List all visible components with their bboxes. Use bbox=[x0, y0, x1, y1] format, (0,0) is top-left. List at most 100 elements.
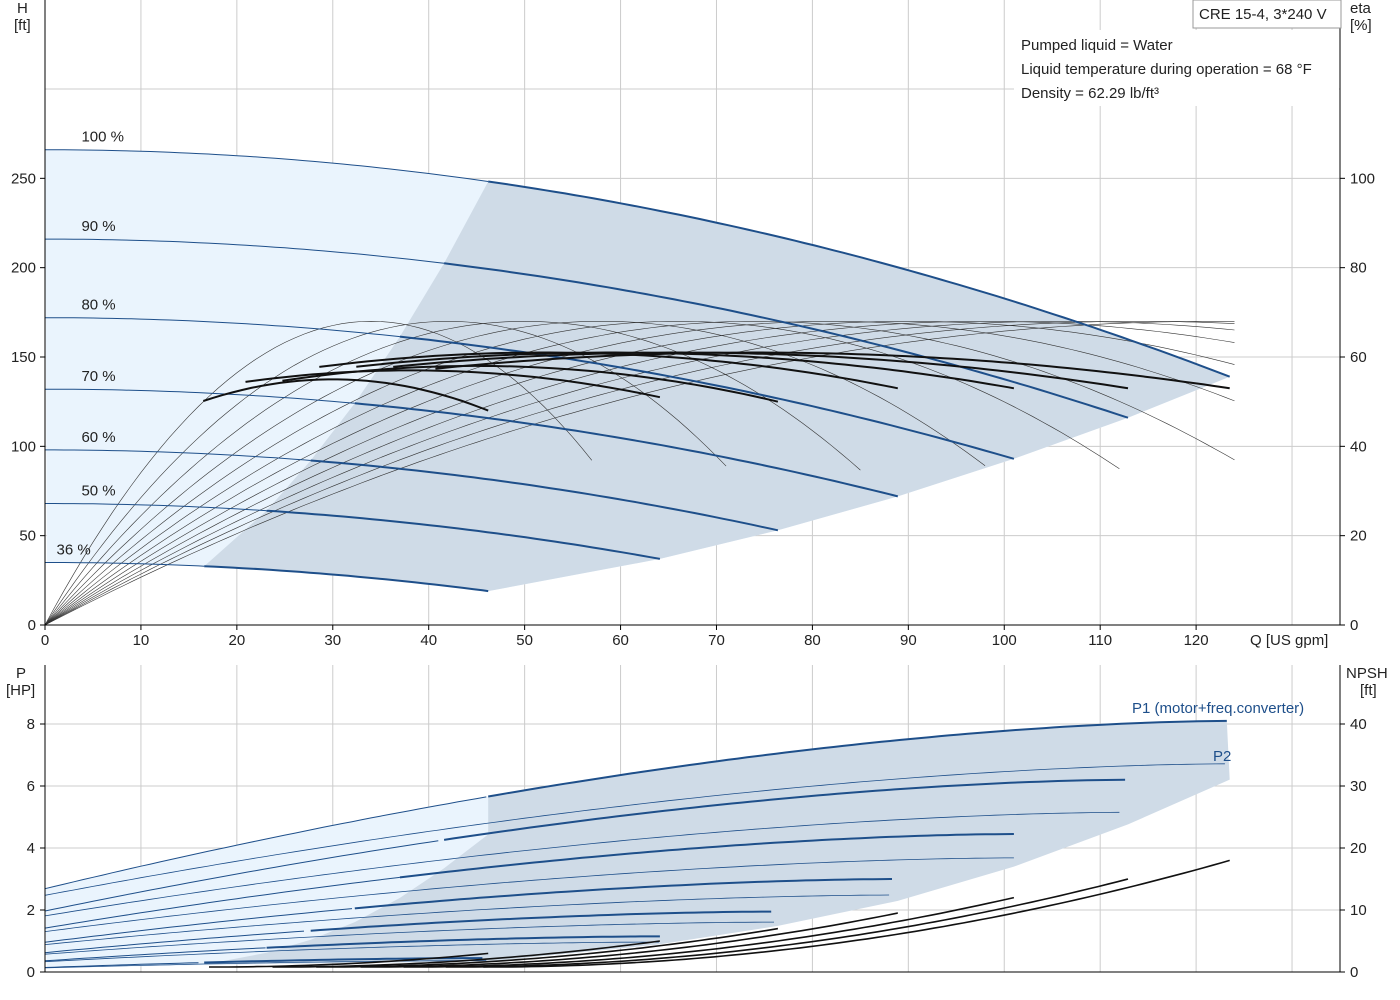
y-left-tick-label: 100 bbox=[11, 438, 36, 455]
head-curve-thin bbox=[45, 449, 311, 461]
npsh-curve bbox=[403, 896, 1015, 968]
p1-curve-thin bbox=[44, 840, 439, 912]
head-curve bbox=[488, 180, 1231, 378]
head-curve-thin bbox=[45, 503, 267, 512]
head-curve bbox=[204, 565, 489, 593]
head-curve bbox=[310, 459, 779, 532]
p1-curve-thin bbox=[44, 962, 199, 968]
y-left-tick-label: 50 bbox=[19, 528, 36, 545]
y-right-label-bottom-symbol: NPSH bbox=[1346, 665, 1388, 682]
x-tick-label: 0 bbox=[41, 632, 49, 649]
info-pumped-liquid: Pumped liquid = Water bbox=[1021, 37, 1173, 54]
y-left-label-bottom-unit: [HP] bbox=[6, 682, 35, 699]
y-left-tick-label: 0 bbox=[28, 617, 36, 634]
speed-label: 70 % bbox=[81, 368, 115, 385]
efficiency-guide-line bbox=[44, 320, 861, 626]
speed-label: 100 % bbox=[81, 129, 124, 146]
y-left-label-bottom-symbol: P bbox=[16, 665, 26, 682]
p1-curve-thin bbox=[44, 796, 487, 890]
x-tick-label: 110 bbox=[1088, 632, 1112, 649]
efficiency-guide-line bbox=[44, 320, 1235, 626]
p2-curve bbox=[44, 960, 487, 969]
p1-curve-thin bbox=[44, 908, 353, 943]
y-right-tick-label: 80 bbox=[1350, 260, 1367, 277]
npsh-curve bbox=[209, 952, 489, 968]
speed-label: 80 % bbox=[81, 297, 115, 314]
efficiency-curve bbox=[393, 351, 1129, 390]
y-left-label-top-symbol: H bbox=[17, 0, 28, 17]
y-left-tick-label: 200 bbox=[11, 260, 36, 277]
p1-curve bbox=[310, 910, 772, 932]
y-right-label-top-symbol: eta bbox=[1350, 0, 1372, 17]
x-tick-label: 100 bbox=[992, 632, 1017, 649]
y-left-tick-label: 150 bbox=[11, 349, 36, 366]
x-axis-label: Q [US gpm] bbox=[1250, 632, 1328, 649]
y-right-tick-label: 10 bbox=[1350, 902, 1367, 919]
x-tick-label: 70 bbox=[708, 632, 725, 649]
efficiency-guide-line bbox=[44, 320, 727, 626]
speed-label: 36 % bbox=[57, 541, 91, 558]
p2-curve bbox=[44, 941, 659, 963]
head-curve bbox=[399, 335, 1015, 460]
p1-curve bbox=[266, 935, 660, 949]
efficiency-guide-line bbox=[44, 320, 1235, 626]
x-tick-label: 30 bbox=[324, 632, 341, 649]
y-left-tick-label: 8 bbox=[27, 716, 35, 733]
p1-curve bbox=[399, 833, 1014, 879]
x-tick-label: 90 bbox=[900, 632, 917, 649]
y-right-tick-label: 40 bbox=[1350, 438, 1367, 455]
npsh-curve bbox=[272, 940, 661, 968]
x-tick-label: 20 bbox=[229, 632, 246, 649]
x-tick-label: 80 bbox=[804, 632, 821, 649]
head-curve bbox=[443, 262, 1129, 419]
efficiency-curve bbox=[245, 369, 661, 399]
x-tick-label: 50 bbox=[516, 632, 533, 649]
speed-label: 50 % bbox=[81, 483, 115, 500]
npsh-curve bbox=[445, 878, 1129, 968]
p2-curve bbox=[44, 811, 1120, 917]
y-left-tick-label: 0 bbox=[27, 964, 35, 981]
head-curve-thin bbox=[44, 149, 489, 182]
efficiency-curve bbox=[319, 351, 899, 390]
x-tick-label: 120 bbox=[1184, 632, 1209, 649]
head-curve-thin bbox=[45, 562, 205, 567]
y-right-tick-label: 60 bbox=[1350, 349, 1367, 366]
y-left-tick-label: 2 bbox=[27, 902, 35, 919]
efficiency-curve bbox=[435, 351, 1230, 390]
p2-curve bbox=[44, 894, 890, 945]
x-tick-label: 10 bbox=[133, 632, 150, 649]
p1-curve bbox=[354, 878, 893, 910]
efficiency-curve bbox=[202, 378, 489, 412]
x-tick-label: 60 bbox=[612, 632, 629, 649]
efficiency-guide-line bbox=[44, 320, 1235, 626]
model-label-box bbox=[1192, 0, 1342, 29]
p2-series-label: P2 bbox=[1213, 748, 1231, 765]
p1-series-label: P1 (motor+freq.converter) bbox=[1132, 700, 1304, 717]
y-left-tick-label: 6 bbox=[27, 778, 35, 795]
y-left-label-top-unit: [ft] bbox=[14, 17, 31, 34]
p1-curve-thin bbox=[44, 876, 400, 929]
head-curve-thin bbox=[45, 238, 445, 264]
npsh-curve bbox=[483, 859, 1230, 968]
p1-curve bbox=[443, 778, 1126, 841]
y-right-tick-label: 0 bbox=[1350, 964, 1358, 981]
efficiency-guide-line bbox=[44, 320, 1235, 626]
head-curve bbox=[354, 402, 899, 498]
head-curve bbox=[266, 509, 661, 560]
p2-curve bbox=[44, 921, 774, 955]
y-right-tick-label: 100 bbox=[1350, 170, 1375, 187]
p2-curve bbox=[44, 763, 1225, 896]
npsh-curve bbox=[316, 927, 779, 968]
p1-curve-thin bbox=[44, 930, 305, 954]
efficiency-guide-line bbox=[44, 320, 986, 626]
y-left-tick-label: 4 bbox=[27, 840, 35, 857]
x-tick-label: 40 bbox=[420, 632, 437, 649]
p1-curve bbox=[488, 719, 1227, 798]
speed-label: 60 % bbox=[81, 429, 115, 446]
efficiency-guide-line bbox=[44, 320, 1235, 626]
y-right-tick-label: 20 bbox=[1350, 840, 1367, 857]
y-right-tick-label: 40 bbox=[1350, 716, 1367, 733]
efficiency-guide-line bbox=[44, 320, 1120, 626]
head-curve-thin bbox=[45, 388, 355, 404]
